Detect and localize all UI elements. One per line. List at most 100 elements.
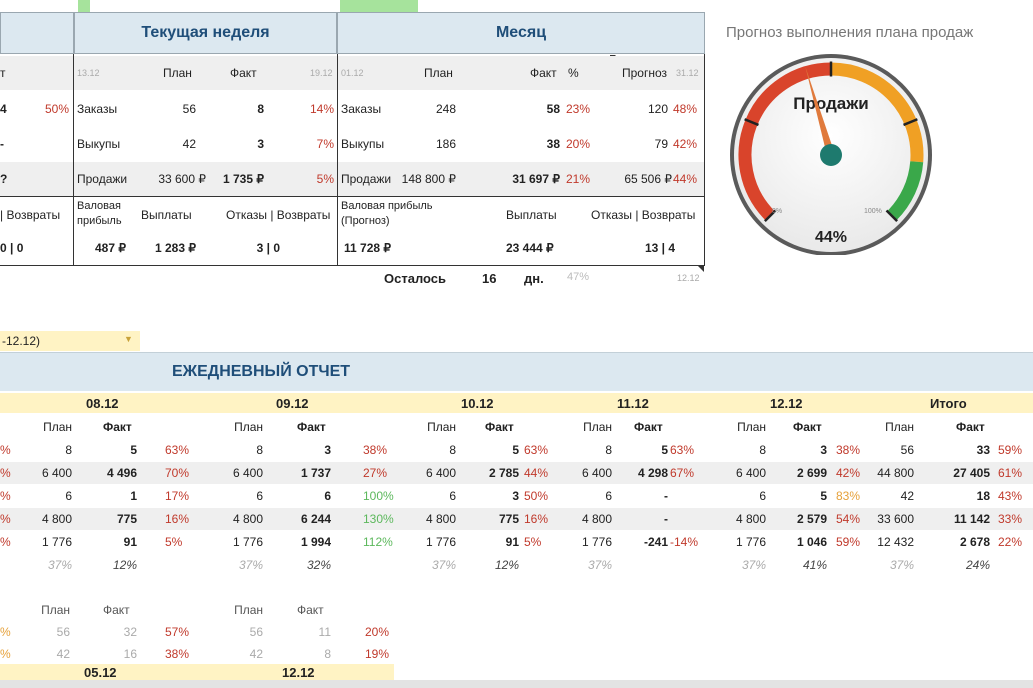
day-header: 08.12 (86, 396, 119, 411)
month-plan: 186 (435, 137, 456, 151)
footer-pct: 37% (47, 558, 72, 572)
col-plan-label: План (41, 603, 70, 617)
week-plan: 56 (182, 102, 196, 116)
cell-pct: 38% (836, 443, 861, 457)
week-plan: 33 600 ₽ (158, 172, 206, 186)
cell-pct: 59% (836, 535, 861, 549)
cell-pct: 63% (524, 443, 549, 457)
cell-plan: 6 400 (41, 466, 72, 480)
month-refusals-value: 13 | 4 (644, 241, 675, 255)
left-fragment: ? (0, 172, 8, 186)
cell-fact: 3 (324, 443, 331, 457)
week-date-start: 13.12 (77, 68, 100, 78)
month-forecast-pct: 44% (673, 172, 698, 186)
col-fact-label: Факт (103, 420, 132, 434)
cell-fact: 1 737 (300, 466, 331, 480)
left-fragment: т (0, 66, 6, 80)
month-pct: 21% (566, 172, 591, 186)
footer-pct: 37% (741, 558, 766, 572)
cell-pct: 54% (836, 512, 861, 526)
day-header: 11.12 (617, 396, 649, 411)
cell-plan: 6 400 (735, 466, 766, 480)
col-fact-label: Факт (956, 420, 985, 434)
footer-pct: 32% (306, 558, 331, 572)
month-forecast: 120 (647, 102, 668, 116)
cell-fact: 91 (123, 535, 137, 549)
col-plan-label: План (43, 420, 72, 434)
lower-date: 12.12 (282, 665, 315, 680)
cell-pct: 42% (836, 466, 861, 480)
cell-fact: 5 (820, 489, 827, 503)
cell-plan: 8 (605, 443, 612, 457)
cell-pct: 130% (363, 512, 394, 526)
cell-fact: 5 (661, 443, 668, 457)
cell-pct: 63% (165, 443, 190, 457)
gauge-max-label: 100% (864, 208, 882, 215)
cell-plan: 4 800 (735, 512, 766, 526)
cell-pct: 16% (524, 512, 549, 526)
cell-fact: 2 699 (796, 466, 827, 480)
chevron-down-icon[interactable]: ▼ (124, 334, 133, 344)
cell-plan: 6 (605, 489, 612, 503)
week-title: Текущая неделя (141, 24, 270, 41)
day-header: 10.12 (461, 396, 494, 411)
col-plan-label: План (234, 420, 263, 434)
green-header-block (340, 0, 418, 12)
cell-plan: 4 800 (232, 512, 263, 526)
cell-fact: 33 (976, 443, 990, 457)
cell-fact: 5 (130, 443, 137, 457)
day-header: 09.12 (276, 396, 309, 411)
period-select[interactable]: -12.12) ▼ (0, 331, 140, 351)
gauge-min-label: 0% (772, 208, 782, 215)
cell-pct: 59% (998, 443, 1023, 457)
cell-plan: 56 (900, 443, 914, 457)
cell-pct: 100% (363, 489, 394, 503)
month-gross-label: Валовая прибыль (Прогноз) (341, 200, 433, 227)
cell-fact: - (664, 512, 668, 526)
month-row-label: Продажи (341, 172, 392, 186)
cell-pct: 20% (365, 625, 390, 639)
month-date-start: 01.12 (341, 68, 364, 78)
cell-pct: 63% (670, 443, 695, 457)
cell-fact: 5 (512, 443, 519, 457)
month-title: Месяц (495, 24, 547, 41)
row-left-fragment: % (0, 512, 11, 526)
cell-plan: 56 (56, 625, 70, 639)
month-forecast: 65 506 ₽ (624, 172, 672, 186)
cell-plan: 42 (249, 647, 263, 661)
cell-plan: 6 (256, 489, 263, 503)
cell-fact: 775 (116, 512, 137, 526)
cell-pct: 38% (363, 443, 388, 457)
month-col-plan: План (424, 66, 453, 80)
month-date-end: 31.12 (676, 68, 699, 78)
cell-fact: 2 579 (796, 512, 827, 526)
month-row-label: Заказы (341, 102, 382, 116)
horizontal-scrollbar[interactable] (0, 680, 1033, 688)
week-col-plan: План (163, 66, 192, 80)
row-left-fragment: % (0, 535, 11, 549)
table-row-band (0, 462, 1033, 484)
week-refusals-value: 3 | 0 (256, 241, 280, 255)
cell-plan: 4 800 (41, 512, 72, 526)
cell-plan: 6 400 (425, 466, 456, 480)
month-plan: 248 (435, 102, 456, 116)
week-gross-value: 487 ₽ (95, 241, 126, 255)
daily-title: ЕЖЕДНЕВНЫЙ ОТЧЕТ (172, 363, 351, 380)
cell-pct: 61% (998, 466, 1023, 480)
month-payouts-value: 23 444 ₽ (506, 241, 554, 255)
cell-fact: 6 (324, 489, 331, 503)
month-fact: 58 (546, 102, 560, 116)
cell-plan: 56 (249, 625, 263, 639)
cell-plan: 4 800 (425, 512, 456, 526)
daily-title-bar: ЕЖЕДНЕВНЫЙ ОТЧЕТ (0, 352, 1033, 391)
row-left-fragment: % (0, 647, 11, 661)
col-fact-label: Факт (485, 420, 514, 434)
week-plan: 42 (182, 137, 196, 151)
row-left-fragment: % (0, 625, 11, 639)
left-fragment: - (0, 137, 4, 151)
footer-pct: 12% (112, 558, 137, 572)
col-fact-label: Факт (793, 420, 822, 434)
col-fact-label: Факт (103, 603, 130, 617)
month-refusals-label: Отказы | Возвраты (591, 208, 696, 222)
cell-pct: 43% (998, 489, 1023, 503)
